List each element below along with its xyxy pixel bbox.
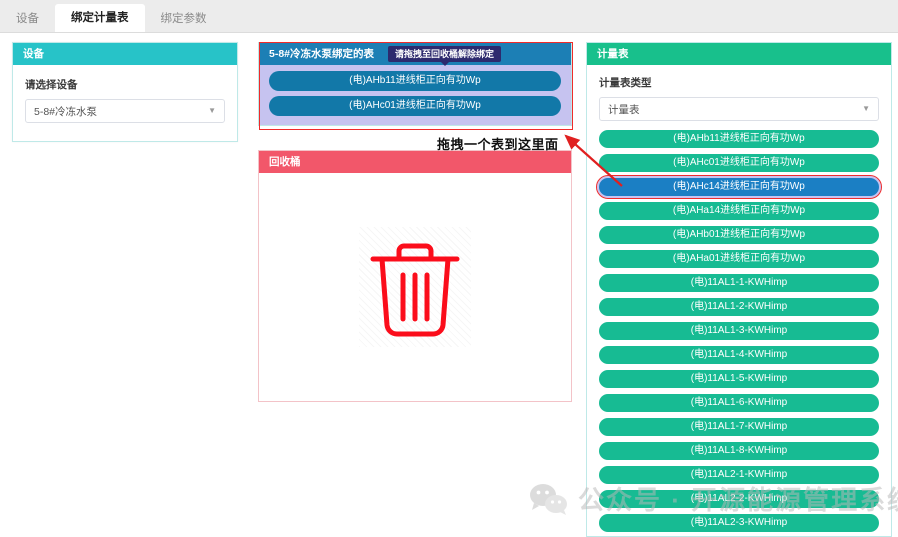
meter-item[interactable]: (电)11AL2-3-KWHimp xyxy=(599,514,879,532)
meter-item[interactable]: (电)AHb11进线柜正向有功Wp xyxy=(599,130,879,148)
bound-meters-dropzone[interactable]: (电)AHb11进线柜正向有功Wp (电)AHc01进线柜正向有功Wp xyxy=(259,65,571,125)
tab-device[interactable]: 设备 xyxy=(16,13,39,25)
meters-panel-title: 计量表 xyxy=(587,43,891,65)
meter-item[interactable]: (电)11AL1-5-KWHimp xyxy=(599,370,879,388)
meters-panel: 计量表 计量表类型 计量表 ▼ (电)AHb11进线柜正向有功Wp (电)AHc0… xyxy=(586,42,892,537)
recycle-bin-dropzone[interactable] xyxy=(259,173,571,401)
meter-item[interactable]: (电)AHa14进线柜正向有功Wp xyxy=(599,202,879,220)
meter-item[interactable]: (电)11AL1-8-KWHimp xyxy=(599,442,879,460)
chevron-down-icon: ▼ xyxy=(862,104,870,113)
meter-item[interactable]: (电)11AL1-3-KWHimp xyxy=(599,322,879,340)
meter-type-value: 计量表 xyxy=(608,103,640,116)
tab-bind-meter[interactable]: 绑定计量表 xyxy=(55,4,145,32)
trash-icon-wrap xyxy=(359,227,471,347)
meter-item[interactable]: (电)AHa01进线柜正向有功Wp xyxy=(599,250,879,268)
meter-item-selected[interactable]: (电)AHc14进线柜正向有功Wp xyxy=(596,175,882,199)
meters-panel-body: 计量表类型 计量表 ▼ (电)AHb11进线柜正向有功Wp (电)AHc01进线柜… xyxy=(587,65,891,536)
meter-item[interactable]: (电)11AL1-7-KWHimp xyxy=(599,418,879,436)
trash-icon xyxy=(370,243,460,337)
meter-item[interactable]: (电)11AL1-2-KWHimp xyxy=(599,298,879,316)
meter-item[interactable]: (电)AHb01进线柜正向有功Wp xyxy=(599,226,879,244)
tab-bind-params[interactable]: 绑定参数 xyxy=(160,13,207,25)
meter-list: (电)AHb11进线柜正向有功Wp (电)AHc01进线柜正向有功Wp (电)AHc… xyxy=(596,130,882,536)
device-select[interactable]: 5-8#冷冻水泵 ▼ xyxy=(25,99,225,123)
device-panel: 设备 请选择设备 5-8#冷冻水泵 ▼ xyxy=(12,42,238,142)
annotation-label: 拖拽一个表到这里面 xyxy=(437,137,559,152)
meter-item[interactable]: (电)11AL1-6-KWHimp xyxy=(599,394,879,412)
bound-meters-panel: 5-8#冷冻水泵绑定的表 请拖拽至回收桶解除绑定 (电)AHb11进线柜正向有功… xyxy=(258,42,572,126)
bound-meter-item[interactable]: (电)AHc01进线柜正向有功Wp xyxy=(269,96,561,116)
bound-meters-title: 5-8#冷冻水泵绑定的表 xyxy=(269,48,375,60)
device-select-value: 5-8#冷冻水泵 xyxy=(34,105,98,118)
device-select-label: 请选择设备 xyxy=(25,79,78,91)
wechat-icon xyxy=(530,483,567,515)
chevron-down-icon: ▼ xyxy=(208,106,216,115)
meter-item[interactable]: (电)11AL1-4-KWHimp xyxy=(599,346,879,364)
meter-item[interactable]: (电)11AL2-1-KWHimp xyxy=(599,466,879,484)
meter-item[interactable]: (电)AHc01进线柜正向有功Wp xyxy=(599,154,879,172)
device-panel-title: 设备 xyxy=(13,43,237,65)
meter-type-select[interactable]: 计量表 ▼ xyxy=(599,97,879,121)
recycle-bin-panel: 回收桶 xyxy=(258,150,572,402)
drag-hint-tooltip: 请拖拽至回收桶解除绑定 xyxy=(388,46,502,66)
tab-bar: 设备 绑定计量表 绑定参数 xyxy=(0,0,898,33)
device-panel-body: 请选择设备 5-8#冷冻水泵 ▼ xyxy=(13,65,237,123)
meter-item[interactable]: (电)11AL2-2-KWHimp xyxy=(599,490,879,508)
recycle-bin-title: 回收桶 xyxy=(259,151,571,173)
bound-meter-item[interactable]: (电)AHb11进线柜正向有功Wp xyxy=(269,71,561,91)
bound-meters-header: 5-8#冷冻水泵绑定的表 请拖拽至回收桶解除绑定 xyxy=(259,43,571,66)
meter-item[interactable]: (电)11AL1-1-KWHimp xyxy=(599,274,879,292)
meter-type-label: 计量表类型 xyxy=(599,77,652,89)
